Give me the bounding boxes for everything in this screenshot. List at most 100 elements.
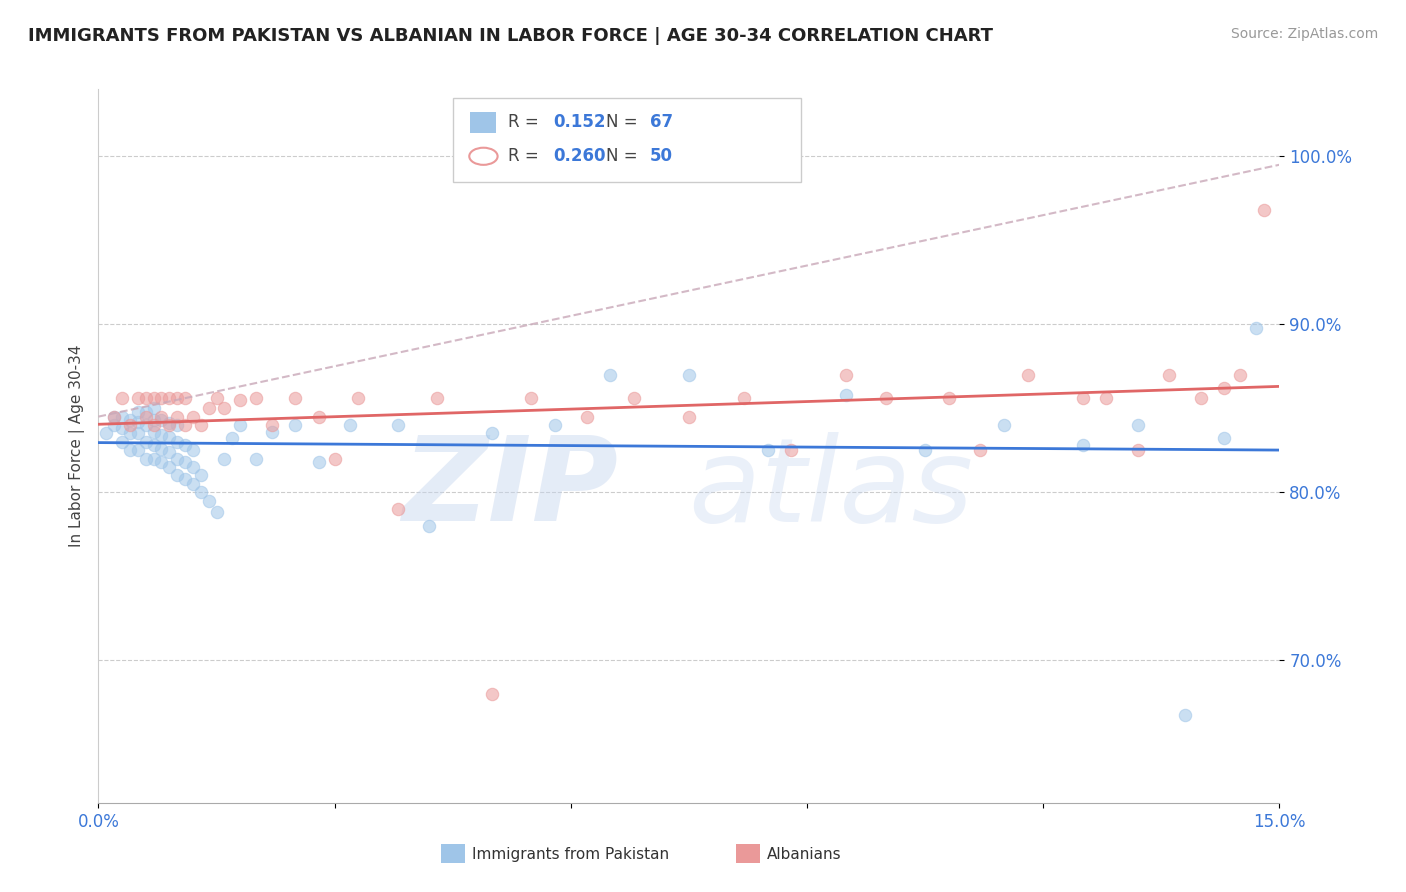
Text: R =: R = — [508, 113, 544, 131]
Point — [103, 409, 125, 424]
Point — [157, 391, 180, 405]
Text: 0.260: 0.260 — [553, 147, 606, 165]
Point — [150, 391, 173, 405]
Point — [166, 417, 188, 432]
Point — [1244, 320, 1267, 334]
Point — [157, 445, 180, 459]
Point — [142, 413, 165, 427]
Point — [197, 493, 219, 508]
Point — [111, 409, 134, 424]
Point — [733, 391, 755, 405]
Point — [914, 443, 936, 458]
Point — [135, 409, 157, 424]
Point — [260, 425, 283, 439]
Point — [157, 460, 180, 475]
Point — [150, 455, 173, 469]
Point — [426, 391, 449, 405]
Point — [1174, 708, 1197, 723]
Point — [96, 426, 118, 441]
Point — [520, 391, 543, 405]
Point — [1095, 391, 1118, 405]
Text: Immigrants from Pakistan: Immigrants from Pakistan — [471, 847, 669, 862]
Point — [205, 505, 228, 519]
Point — [260, 417, 283, 432]
Text: 0.152: 0.152 — [553, 113, 606, 131]
Y-axis label: In Labor Force | Age 30-34: In Labor Force | Age 30-34 — [69, 344, 84, 548]
Point — [323, 451, 346, 466]
Point — [181, 476, 204, 491]
Point — [308, 455, 330, 469]
Point — [245, 451, 267, 466]
Point — [150, 442, 173, 456]
Text: atlas: atlas — [688, 432, 973, 546]
Point — [142, 401, 165, 416]
Point — [135, 417, 157, 432]
Point — [756, 443, 779, 458]
Text: N =: N = — [606, 147, 643, 165]
Point — [599, 368, 621, 382]
Point — [969, 443, 991, 458]
Point — [245, 391, 267, 405]
Text: 67: 67 — [650, 113, 673, 131]
Point — [157, 417, 180, 431]
Point — [174, 438, 197, 452]
FancyBboxPatch shape — [471, 112, 496, 134]
Point — [135, 451, 157, 466]
Point — [387, 502, 409, 516]
Point — [993, 417, 1015, 432]
Point — [181, 409, 204, 424]
Point — [1213, 381, 1236, 395]
Point — [166, 391, 188, 405]
Point — [214, 451, 236, 466]
Point — [127, 443, 149, 458]
Point — [135, 391, 157, 405]
Point — [229, 417, 252, 432]
Text: N =: N = — [606, 113, 643, 131]
Point — [1159, 368, 1181, 382]
Point — [118, 426, 141, 441]
Point — [835, 368, 858, 382]
Point — [1071, 438, 1094, 452]
Point — [127, 415, 149, 429]
Point — [111, 421, 134, 435]
Text: R =: R = — [508, 147, 544, 165]
Point — [166, 451, 188, 466]
FancyBboxPatch shape — [441, 844, 464, 863]
Point — [481, 687, 503, 701]
Point — [142, 391, 165, 405]
Point — [229, 392, 252, 407]
Text: IMMIGRANTS FROM PAKISTAN VS ALBANIAN IN LABOR FORCE | AGE 30-34 CORRELATION CHAR: IMMIGRANTS FROM PAKISTAN VS ALBANIAN IN … — [28, 27, 993, 45]
Point — [135, 404, 157, 418]
Point — [387, 417, 409, 432]
Point — [1253, 203, 1275, 218]
Point — [174, 472, 197, 486]
Point — [214, 401, 236, 416]
Point — [181, 443, 204, 458]
Point — [284, 417, 307, 432]
Point — [418, 518, 440, 533]
Point — [166, 468, 188, 483]
Point — [166, 434, 188, 449]
Point — [174, 455, 197, 469]
Point — [678, 368, 700, 382]
Point — [166, 409, 188, 424]
Point — [1213, 432, 1236, 446]
Point — [190, 468, 212, 483]
Point — [142, 425, 165, 439]
Point — [111, 434, 134, 449]
Point — [127, 426, 149, 441]
Point — [544, 417, 567, 432]
Point — [221, 432, 243, 446]
Point — [150, 409, 173, 424]
Point — [190, 417, 212, 432]
Point — [157, 417, 180, 432]
Point — [197, 401, 219, 416]
Point — [1189, 391, 1212, 405]
Point — [111, 391, 134, 405]
Point — [142, 438, 165, 452]
Point — [190, 485, 212, 500]
Point — [1126, 443, 1149, 458]
Point — [347, 391, 370, 405]
Point — [678, 409, 700, 424]
Point — [205, 391, 228, 405]
